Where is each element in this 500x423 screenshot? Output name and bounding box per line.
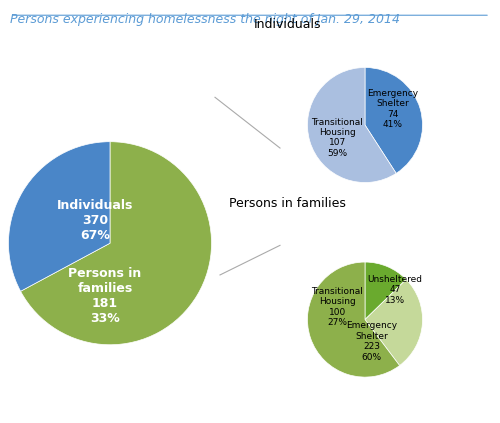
Text: Persons experiencing homelessness the night of Jan. 29, 2014: Persons experiencing homelessness the ni… [10, 13, 400, 26]
Text: Transitional
Housing
100
27%: Transitional Housing 100 27% [312, 287, 364, 327]
Wedge shape [20, 142, 212, 345]
Wedge shape [365, 280, 422, 365]
Text: Persons in families: Persons in families [229, 197, 346, 210]
Wedge shape [308, 68, 396, 182]
Text: Persons in
families
181
33%: Persons in families 181 33% [68, 267, 142, 325]
Text: Transitional
Housing
107
59%: Transitional Housing 107 59% [312, 118, 364, 158]
Wedge shape [308, 262, 400, 377]
Wedge shape [365, 262, 406, 320]
Text: Emergency
Shelter
74
41%: Emergency Shelter 74 41% [367, 89, 418, 129]
Wedge shape [8, 142, 110, 291]
Text: Individuals: Individuals [254, 18, 321, 31]
Text: Emergency
Shelter
223
60%: Emergency Shelter 223 60% [346, 321, 398, 362]
Wedge shape [365, 68, 422, 173]
Text: Individuals
370
67%: Individuals 370 67% [56, 199, 133, 242]
Text: Unsheltered
47
13%: Unsheltered 47 13% [368, 275, 422, 305]
